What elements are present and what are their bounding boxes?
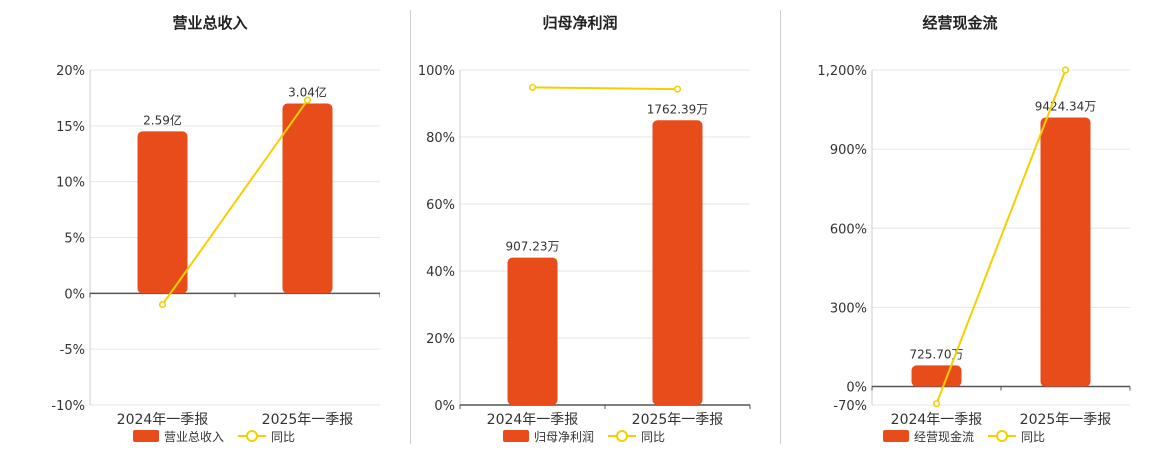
- legend-bar-swatch: [503, 430, 529, 442]
- legend-cash-flow: 经营现金流 同比: [883, 428, 1045, 444]
- legend-revenue: 营业总收入 同比: [133, 428, 295, 444]
- yoy-point: [528, 83, 537, 92]
- yoy-line: [532, 86, 678, 91]
- y-tick-label: 1,200%: [817, 64, 867, 79]
- y-tick-label: 20%: [56, 64, 85, 79]
- bar: [137, 131, 188, 294]
- legend-bar-label: 归母净利润: [534, 429, 595, 444]
- yoy-line: [161, 99, 309, 306]
- chart-revenue: -10% -5% 0% 5% 10% 15% 20% 2.59亿 2024年一季报 3.04亿 20…: [51, 64, 380, 428]
- bar-value-label: 3.04亿: [288, 85, 327, 100]
- legend-net-profit: 归母净利润 同比: [503, 428, 665, 444]
- chart-net-profit: 0% 20% 40% 60% 80% 100% 907.23万 2024年一季报 1762.39…: [418, 64, 751, 428]
- x-tick-label: 2024年一季报: [117, 412, 209, 428]
- y-tick-label: 60%: [426, 198, 455, 213]
- legend-line-swatch: [238, 430, 267, 442]
- legend-line-swatch: [988, 430, 1017, 442]
- y-tick-label: 600%: [830, 222, 867, 237]
- y-tick-label: 100%: [418, 64, 455, 79]
- bar: [652, 120, 703, 405]
- bar: [911, 365, 962, 387]
- chart-cash-flow: -70% 0% 300% 600% 900% 1,200% 725.70万 2024年一季报 9…: [817, 64, 1131, 428]
- yoy-point: [932, 400, 941, 408]
- y-tick-label: 0%: [846, 381, 867, 396]
- yoy-point: [673, 85, 682, 93]
- x-tick-label: 2024年一季报: [891, 412, 983, 428]
- x-tick-label: 2024年一季报: [487, 412, 579, 428]
- yoy-line: [935, 69, 1067, 405]
- y-tick-label: 300%: [830, 301, 867, 316]
- chart-title-revenue: 营业总收入: [172, 14, 248, 32]
- bar-value-label: 1762.39万: [647, 102, 709, 116]
- y-tick-label: 15%: [56, 120, 85, 135]
- legend-bar-label: 经营现金流: [914, 429, 975, 444]
- legend-line-label: 同比: [641, 429, 666, 444]
- y-tick-label: 0%: [64, 287, 85, 302]
- chart-title-cash-flow: 经营现金流: [922, 14, 998, 32]
- legend-line-swatch: [608, 430, 637, 442]
- x-tick-label: 2025年一季报: [632, 412, 724, 428]
- y-tick-label: -10%: [51, 399, 85, 414]
- bar-value-label: 725.70万: [910, 347, 964, 361]
- x-tick-label: 2025年一季报: [262, 412, 354, 428]
- legend-line-label: 同比: [271, 429, 296, 444]
- y-tick-label: 0%: [434, 399, 455, 414]
- bar: [282, 103, 333, 294]
- bar-value-label: 907.23万: [506, 240, 560, 254]
- bar: [1040, 117, 1091, 387]
- panel-divider: [780, 10, 781, 444]
- y-tick-label: 900%: [830, 143, 867, 158]
- x-tick-label: 2025年一季报: [1020, 412, 1112, 428]
- y-tick-label: 40%: [426, 265, 455, 280]
- bar: [507, 257, 558, 405]
- y-tick-label: -70%: [833, 399, 867, 414]
- y-tick-label: 80%: [426, 131, 455, 146]
- bar-value-label: 9424.34万: [1035, 99, 1097, 113]
- bar-value-label: 2.59亿: [143, 112, 182, 127]
- yoy-point: [1061, 66, 1070, 74]
- legend-bar-swatch: [883, 430, 909, 442]
- legend-bar-label: 营业总收入: [164, 429, 225, 444]
- legend-line-label: 同比: [1021, 429, 1046, 444]
- y-tick-label: 5%: [64, 232, 85, 247]
- yoy-point: [158, 300, 167, 309]
- yoy-point: [303, 96, 312, 104]
- y-tick-label: 10%: [56, 176, 85, 191]
- panel-divider: [410, 10, 411, 444]
- chart-title-net-profit: 归母净利润: [542, 14, 618, 32]
- y-tick-label: 20%: [426, 332, 455, 347]
- y-tick-label: -5%: [60, 343, 85, 358]
- legend-bar-swatch: [133, 430, 159, 442]
